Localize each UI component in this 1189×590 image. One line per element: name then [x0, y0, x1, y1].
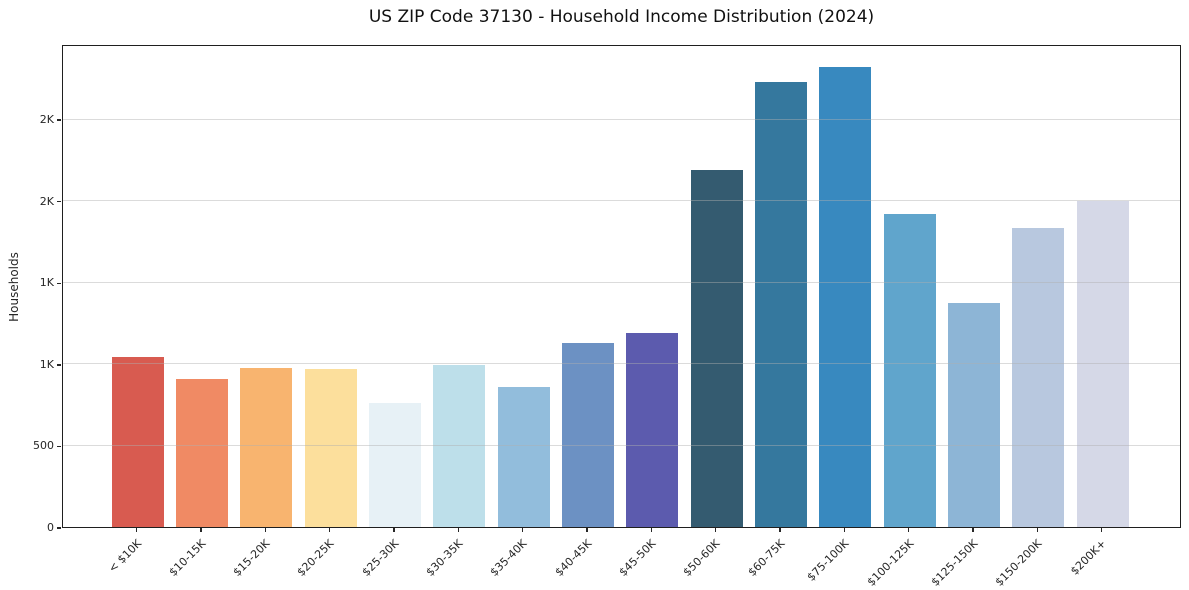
y-tick-mark	[57, 119, 61, 121]
x-tick-mark	[843, 528, 846, 532]
x-tick-label: $10-15K	[166, 537, 209, 579]
x-tick-label: $50-60K	[680, 537, 723, 579]
x-tick-mark	[1101, 528, 1103, 532]
y-tick-label: 0	[47, 521, 54, 534]
x-tick-label: $100-125K	[864, 537, 916, 589]
x-tick-label: $15-20K	[230, 537, 273, 579]
x-tick-mark	[328, 528, 331, 532]
x-tick-label: $30-35K	[423, 537, 466, 579]
x-tick-mark	[135, 528, 138, 532]
x-tick-mark	[1036, 528, 1039, 532]
x-tick-mark	[650, 528, 652, 532]
bar-$20-25K	[304, 368, 357, 527]
y-tick-mark	[57, 282, 61, 284]
x-tick-mark	[393, 528, 395, 532]
x-tick-label: $150-200K	[992, 537, 1045, 589]
x-tick-mark	[200, 528, 202, 532]
x-tick-label: $200K+	[1068, 537, 1109, 578]
bar-< $10K	[111, 357, 164, 527]
x-tick-label: $20-25K	[294, 537, 337, 579]
plot-area	[62, 45, 1181, 528]
bar-$50-60K	[690, 169, 743, 527]
bar-$100-125K	[883, 213, 936, 527]
bar-$40-45K	[561, 342, 614, 527]
x-tick-mark	[908, 528, 910, 532]
bar-$125-150K	[948, 303, 1001, 527]
x-tick-label: $125-150K	[928, 537, 981, 589]
x-tick-label: $60-75K	[745, 537, 788, 579]
x-tick-label: < $10K	[105, 537, 144, 576]
x-tick-label: $40-45K	[552, 537, 595, 579]
y-tick-label: 2K	[39, 113, 54, 127]
x-tick-mark	[779, 528, 781, 532]
x-tick-mark	[714, 528, 717, 532]
x-tick-mark	[972, 528, 974, 532]
bar-$25-30K	[368, 403, 421, 527]
x-tick-mark	[521, 528, 524, 532]
y-tick-label: 1K	[39, 276, 54, 290]
bar-$15-20K	[240, 367, 293, 527]
y-tick-label: 2K	[39, 194, 54, 208]
x-tick-mark	[264, 528, 266, 532]
bar-$35-40K	[497, 386, 550, 527]
gridline-y	[63, 363, 1180, 365]
chart-title: US ZIP Code 37130 - Household Income Dis…	[368, 7, 875, 27]
bar-$75-100K	[819, 66, 872, 527]
gridline-y	[63, 444, 1180, 446]
bar-$200K+	[1076, 200, 1129, 527]
x-tick-label: $45-50K	[616, 537, 659, 579]
x-tick-mark	[457, 528, 459, 532]
bar-$10-15K	[175, 378, 228, 527]
gridline-y	[63, 281, 1180, 283]
y-tick-mark	[57, 445, 61, 448]
x-tick-label: $35-40K	[487, 537, 530, 579]
x-tick-mark	[586, 528, 588, 532]
bar-$30-35K	[433, 365, 486, 527]
bar-$150-200K	[1012, 228, 1065, 527]
x-tick-label: $25-30K	[359, 537, 402, 579]
gridline-y	[63, 118, 1180, 120]
gridline-y	[63, 200, 1180, 202]
y-tick-label: 1K	[39, 357, 54, 371]
bar-$60-75K	[755, 81, 807, 527]
y-tick-mark	[57, 200, 61, 203]
y-tick-label: 500	[33, 439, 54, 453]
y-tick-mark	[57, 527, 61, 529]
y-tick-mark	[57, 364, 61, 366]
bar-$45-50K	[626, 332, 679, 527]
x-tick-label: $75-100K	[804, 537, 852, 584]
